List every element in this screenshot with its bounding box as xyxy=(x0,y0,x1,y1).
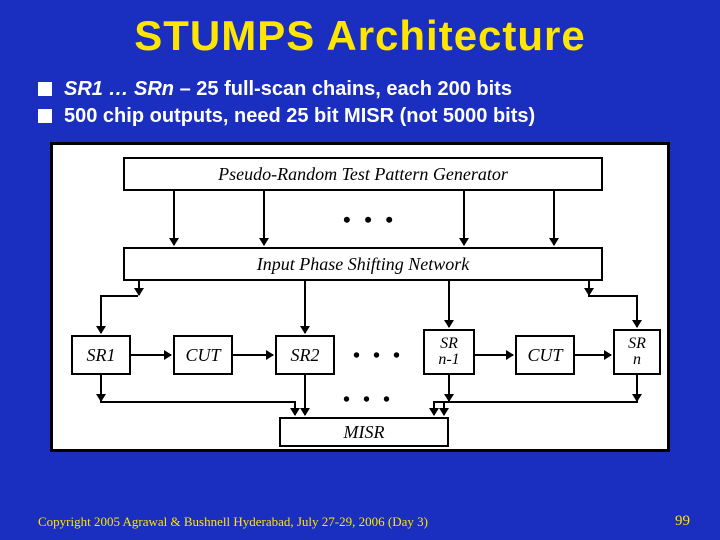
arrow-down xyxy=(294,401,296,415)
arrow-right xyxy=(131,354,171,356)
box-shift-network: Input Phase Shifting Network xyxy=(123,247,603,281)
ellipsis-dots: • • • xyxy=(343,389,394,412)
label-bot: n xyxy=(633,352,641,368)
box-cut2: CUT xyxy=(515,335,575,375)
arrow-right xyxy=(233,354,273,356)
bullet-text: SR1 … SRn – 25 full-scan chains, each 20… xyxy=(64,78,512,101)
arrow-down xyxy=(463,191,465,245)
bullet-text: 500 chip outputs, need 25 bit MISR (not … xyxy=(64,105,535,128)
label-bot: n-1 xyxy=(438,352,459,368)
box-sr2: SR2 xyxy=(275,335,335,375)
arrow-up-stub xyxy=(138,281,140,295)
bullet-marker-icon xyxy=(38,109,52,123)
arrow-down xyxy=(304,375,306,415)
arrow-down xyxy=(636,375,638,401)
connector-line xyxy=(443,401,638,403)
arrow-down xyxy=(263,191,265,245)
connector-line xyxy=(100,295,138,297)
bullet-italic: SR1 … SRn xyxy=(64,78,174,100)
label-top: SR xyxy=(440,336,458,352)
arrow-up-stub xyxy=(588,281,590,295)
bullet-item: SR1 … SRn – 25 full-scan chains, each 20… xyxy=(38,78,720,101)
box-srn: SR n xyxy=(613,329,661,375)
slide-title: STUMPS Architecture xyxy=(0,0,720,60)
arrow-down xyxy=(443,401,445,415)
connector-line xyxy=(588,295,638,297)
arrow-down xyxy=(100,375,102,401)
arrow-down xyxy=(448,375,450,401)
copyright-footer: Copyright 2005 Agrawal & Bushnell Hydera… xyxy=(38,514,428,530)
arrow-right xyxy=(475,354,513,356)
box-sr1: SR1 xyxy=(71,335,131,375)
arrow-down xyxy=(636,295,638,327)
arrow-right xyxy=(575,354,611,356)
ellipsis-dots: • • • xyxy=(343,207,397,233)
box-misr: MISR xyxy=(279,417,449,447)
box-generator: Pseudo-Random Test Pattern Generator xyxy=(123,157,603,191)
bullet-rest: – 25 full-scan chains, each 200 bits xyxy=(174,78,512,100)
bullet-list: SR1 … SRn – 25 full-scan chains, each 20… xyxy=(38,78,720,128)
box-cut1: CUT xyxy=(173,335,233,375)
bullet-rest: 500 chip outputs, need 25 bit MISR (not … xyxy=(64,105,535,127)
connector-line xyxy=(100,401,294,403)
arrow-down xyxy=(448,281,450,327)
label-top: SR xyxy=(628,336,646,352)
box-srn-minus-1: SR n-1 xyxy=(423,329,475,375)
architecture-diagram: Pseudo-Random Test Pattern Generator • •… xyxy=(50,142,670,452)
arrow-down xyxy=(173,191,175,245)
arrow-down xyxy=(433,401,435,415)
bullet-marker-icon xyxy=(38,82,52,96)
ellipsis-dots: • • • xyxy=(353,345,404,368)
arrow-down xyxy=(304,281,306,333)
bullet-item: 500 chip outputs, need 25 bit MISR (not … xyxy=(38,105,720,128)
arrow-down xyxy=(100,295,102,333)
page-number: 99 xyxy=(675,513,690,530)
arrow-down xyxy=(553,191,555,245)
